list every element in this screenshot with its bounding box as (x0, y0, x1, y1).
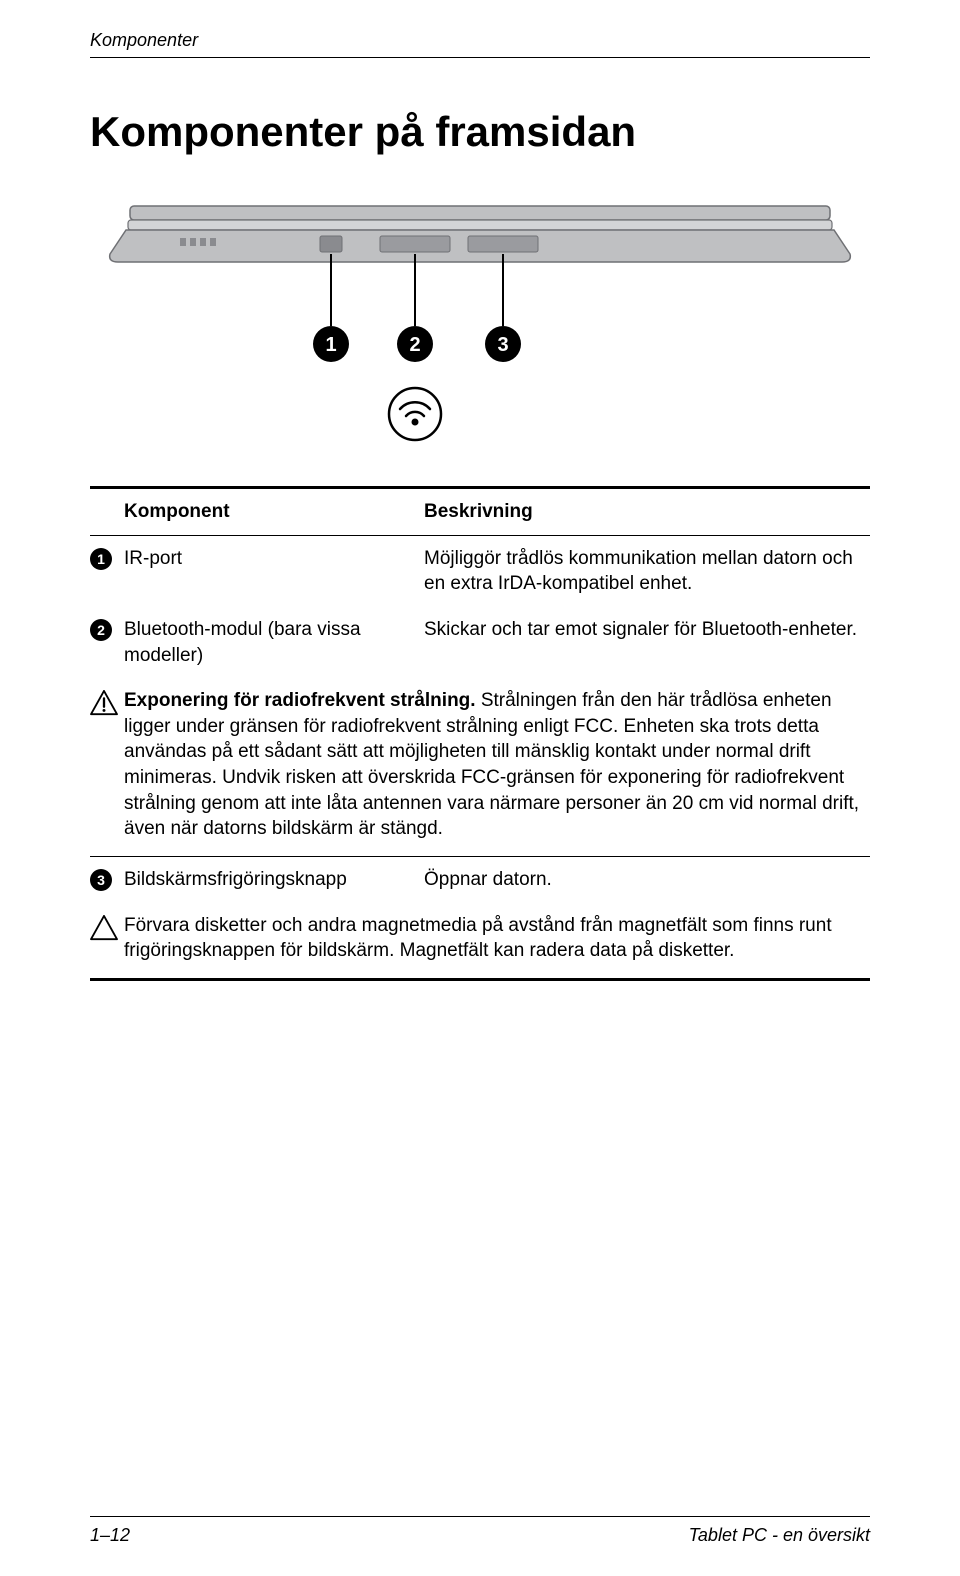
caution-icon (90, 915, 118, 941)
th-component: Komponent (124, 499, 424, 525)
row-num-badge: 2 (90, 619, 112, 641)
header-rule (90, 57, 870, 58)
warning-text: Exponering för radiofrekvent strålning. … (124, 688, 870, 842)
row-component: Bildskärmsfrigöringsknapp (124, 867, 424, 893)
row-description: Skickar och tar emot signaler för Blueto… (424, 617, 870, 668)
warning-icon (90, 690, 118, 716)
svg-text:2: 2 (409, 334, 420, 356)
device-illustration: 1 2 3 (90, 196, 870, 456)
footer-page-number: 1–12 (90, 1525, 130, 1546)
device-body (110, 206, 851, 262)
warning-row: Exponering för radiofrekvent strålning. … (90, 678, 870, 856)
section-header: Komponenter (90, 30, 870, 51)
caution-text: Förvara disketter och andra magnetmedia … (124, 913, 870, 964)
table-header-row: Komponent Beskrivning (90, 489, 870, 535)
row-component: IR-port (124, 546, 424, 597)
table-row: 3 Bildskärmsfrigöringsknapp Öppnar dator… (90, 857, 870, 903)
wifi-icon (389, 388, 441, 440)
row-num-badge: 3 (90, 869, 112, 891)
page-title: Komponenter på framsidan (90, 108, 870, 156)
caution-row: Förvara disketter och andra magnetmedia … (90, 903, 870, 978)
table-row: 2 Bluetooth-modul (bara vissa modeller) … (90, 607, 870, 678)
table-rule-bottom (90, 978, 870, 981)
warning-bold: Exponering för radiofrekvent strålning. (124, 690, 476, 711)
warning-body: Strålningen från den här trådlösa enhete… (124, 690, 859, 839)
svg-text:1: 1 (325, 334, 336, 356)
leader-lines (331, 254, 503, 326)
svg-text:3: 3 (497, 334, 508, 356)
row-component: Bluetooth-modul (bara vissa modeller) (124, 617, 424, 668)
footer-doc-title: Tablet PC - en översikt (689, 1525, 870, 1546)
callout-badges: 1 2 3 (313, 326, 521, 362)
row-description: Öppnar datorn. (424, 867, 870, 893)
table-row: 1 IR-port Möjliggör trådlös kommunikatio… (90, 536, 870, 607)
footer-rule (90, 1516, 870, 1517)
row-num-badge: 1 (90, 548, 112, 570)
row-description: Möjliggör trådlös kommunikation mellan d… (424, 546, 870, 597)
page-footer: 1–12 Tablet PC - en översikt (90, 1516, 870, 1546)
th-description: Beskrivning (424, 499, 870, 525)
component-table: Komponent Beskrivning 1 IR-port Möjliggö… (90, 486, 870, 981)
